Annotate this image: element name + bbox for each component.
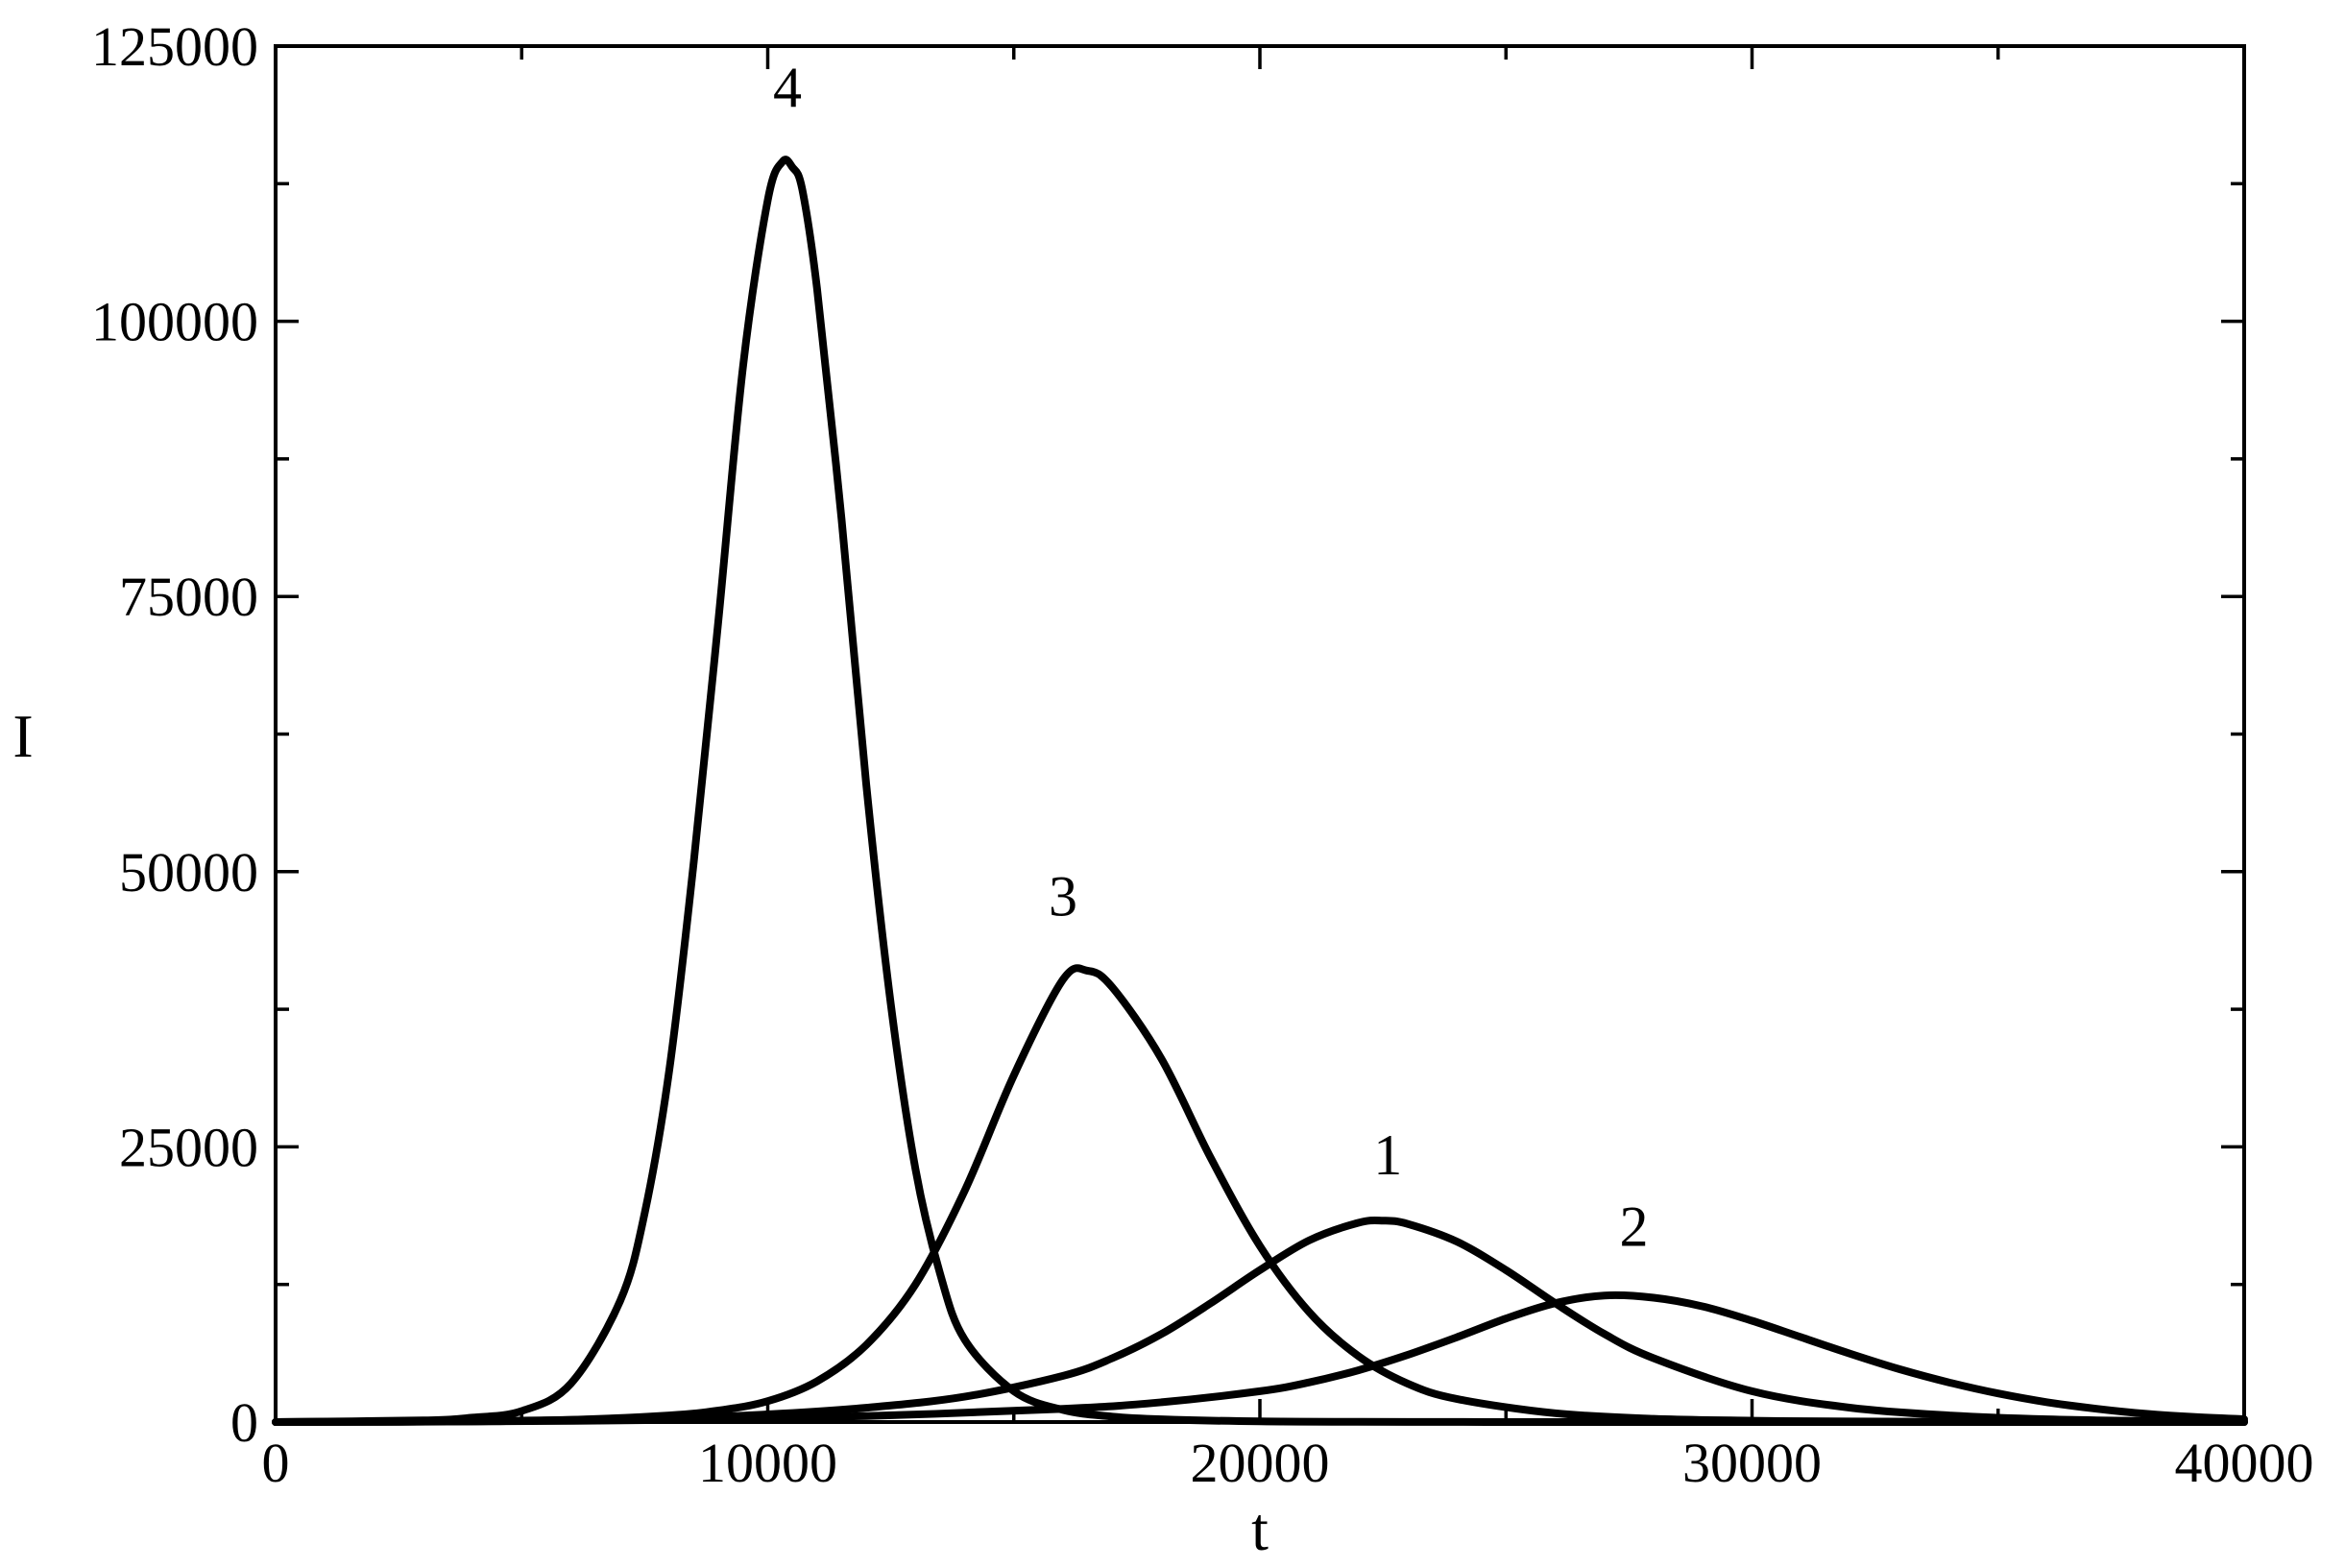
series-layer xyxy=(272,156,2248,1427)
y-axis-tick-labels: 0 25000 50000 75000 100000 125000 xyxy=(91,15,258,1454)
plot-frame xyxy=(274,44,2246,1424)
y-tick-label: 125000 xyxy=(91,15,258,78)
x-tick-label: 20000 xyxy=(1191,1432,1330,1494)
x-tick-label: 30000 xyxy=(1682,1432,1822,1494)
series-line-1 xyxy=(272,1216,2248,1426)
x-tick-label: 0 xyxy=(262,1432,290,1494)
x-tick-label: 40000 xyxy=(2175,1432,2314,1494)
y-tick-label: 0 xyxy=(230,1391,258,1454)
x-axis-title: t xyxy=(1251,1495,1269,1563)
y-tick-label: 100000 xyxy=(91,291,258,353)
curve-label-2: 2 xyxy=(1620,1195,1649,1259)
y-tick-label: 75000 xyxy=(119,566,258,628)
y-axis-title: I xyxy=(12,702,33,770)
y-axis-ticks xyxy=(276,44,2244,1424)
curve-label-4: 4 xyxy=(773,56,802,119)
x-axis-ticks xyxy=(274,46,2246,1422)
curve-label-1: 1 xyxy=(1373,1123,1402,1187)
y-tick-label: 50000 xyxy=(119,841,258,904)
curve-labels: 4 3 1 2 xyxy=(773,56,1649,1259)
series-line-2 xyxy=(272,1291,2248,1426)
series-line-3 xyxy=(272,964,2248,1426)
x-axis-tick-labels: 0 10000 20000 30000 40000 xyxy=(262,1432,2314,1494)
y-tick-label: 25000 xyxy=(119,1116,258,1178)
x-tick-label: 10000 xyxy=(698,1432,837,1494)
series-line-4 xyxy=(272,156,2248,1427)
curve-label-3: 3 xyxy=(1049,865,1077,929)
